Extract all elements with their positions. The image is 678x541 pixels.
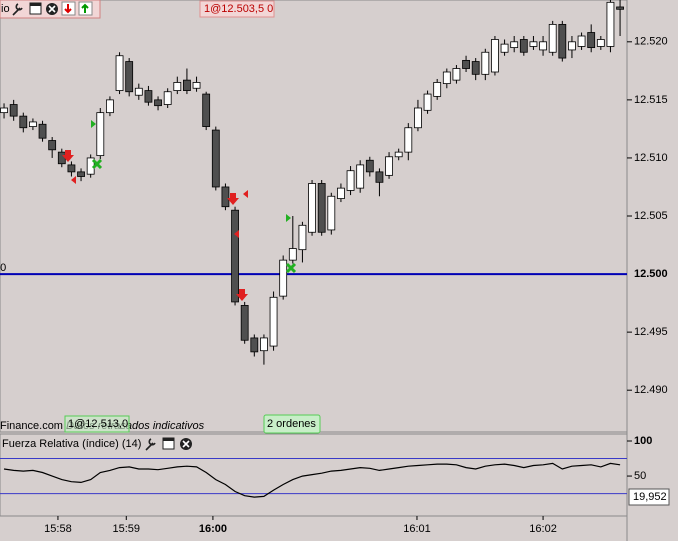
candle-body [433, 82, 442, 97]
orders-box [263, 414, 321, 434]
candle-body [144, 90, 153, 103]
candle-body [269, 296, 278, 347]
y-tick-label: 12.490 [634, 384, 668, 396]
candle-body [394, 151, 403, 158]
order-box [199, 0, 275, 18]
candle-body [288, 248, 297, 261]
candle-body [606, 1, 615, 47]
candle-body [491, 39, 499, 73]
candle-body [67, 164, 76, 173]
candle-body [462, 59, 470, 69]
y-tick-label: 12.515 [634, 94, 668, 106]
last-value-box [628, 488, 670, 506]
candle-body [260, 337, 268, 352]
y-tick-label: 100 [634, 435, 652, 447]
candle-body [577, 35, 586, 47]
x-tick-label: 16:02 [529, 523, 557, 535]
candle-body [77, 171, 85, 177]
candle-body [500, 43, 509, 53]
candle-body [134, 87, 143, 96]
price-line-label: 12.500 [634, 268, 668, 280]
candle-body [414, 107, 422, 129]
candle-body [596, 39, 605, 47]
candle-body [558, 23, 567, 59]
candle-body [404, 127, 413, 153]
candle-body [423, 93, 432, 111]
y-tick-label: 12.505 [634, 210, 668, 222]
candle-body [173, 82, 182, 91]
indicator-title: Fuerza Relativa (índice) (14) [2, 438, 141, 450]
candle-body [115, 55, 124, 91]
candle-body [587, 32, 596, 49]
candle-body [442, 71, 451, 85]
toolbar-title: io [1, 3, 10, 15]
candle-body [548, 23, 557, 53]
candle-body [29, 121, 37, 127]
buy-box [64, 415, 130, 433]
x-tick-label: 15:58 [44, 523, 72, 535]
price-line-left-label: 00 [0, 262, 6, 274]
y-tick-label: 12.520 [634, 36, 668, 48]
candle-body [240, 305, 249, 341]
candle-body [154, 99, 162, 107]
candle-body [9, 104, 18, 117]
candle-body [57, 151, 66, 165]
y-tick-label: 50 [634, 470, 646, 482]
candle-body [183, 79, 191, 91]
candle-body [375, 171, 384, 183]
order-label: 1@12.503,5 0 [204, 3, 273, 15]
y-tick-label: 12.495 [634, 326, 668, 338]
orders-label: 2 ordenes [267, 418, 316, 430]
candle-body [327, 195, 336, 231]
order-markers [62, 120, 297, 301]
x-tick-label: 16:00 [199, 523, 227, 535]
candle-body [211, 129, 220, 188]
candle-body [202, 93, 211, 127]
source: Finance.com [0, 420, 63, 432]
buy-label: 1@12.513,0 [68, 418, 128, 430]
candle-body [192, 82, 201, 89]
candle-body [279, 259, 288, 297]
candle-body [365, 159, 374, 173]
x-tick-label: 16:01 [403, 523, 431, 535]
toolbar-icons[interactable] [12, 1, 93, 16]
candle-body [125, 61, 134, 93]
candle-body [221, 186, 230, 208]
candle-body [298, 224, 307, 251]
candle-body [616, 6, 624, 10]
candle-body [471, 61, 480, 75]
candle-body [510, 41, 519, 49]
candle-body [452, 68, 461, 81]
candle-body [19, 115, 28, 129]
candle-body [163, 91, 172, 105]
y-tick-label: 12.510 [634, 152, 668, 164]
last-value-label: 19,952 [633, 491, 667, 503]
candle-body [568, 41, 576, 51]
candle-body [346, 170, 355, 191]
candle-body [385, 156, 393, 176]
candle-body [356, 164, 365, 189]
candle-body [96, 112, 105, 157]
candle-body [317, 183, 326, 233]
candle-body [250, 337, 259, 353]
candle-body [539, 41, 547, 51]
candle-body [106, 99, 114, 114]
candle-body [308, 183, 316, 233]
candle-body [519, 39, 528, 53]
indicator-icons[interactable] [145, 437, 192, 451]
candle-body [0, 107, 8, 114]
candle-body [38, 123, 47, 139]
indicator-line [3, 462, 621, 498]
candle-body [48, 140, 57, 151]
x-tick-label: 15:59 [113, 523, 141, 535]
candle-body [481, 51, 490, 75]
candle-body [231, 209, 239, 303]
candle-body [337, 187, 345, 199]
candle-body [529, 41, 538, 47]
